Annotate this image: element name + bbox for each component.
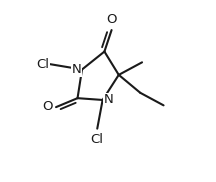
- Text: O: O: [106, 13, 117, 26]
- Text: Cl: Cl: [36, 58, 49, 71]
- Text: Cl: Cl: [91, 133, 104, 146]
- Text: N: N: [103, 94, 113, 106]
- Text: N: N: [71, 63, 81, 76]
- Text: O: O: [42, 100, 52, 113]
